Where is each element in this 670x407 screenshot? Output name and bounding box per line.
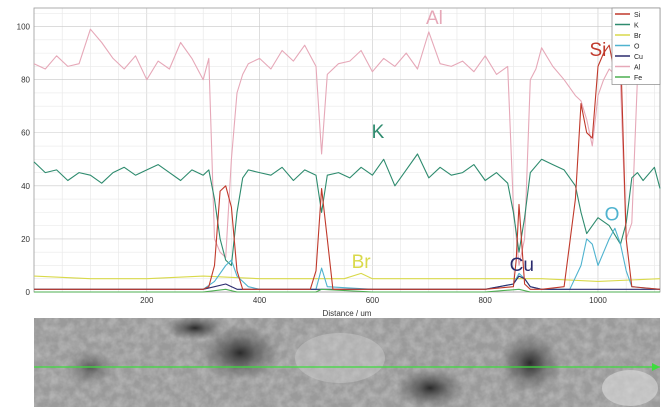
x-tick-label: 1000 [589, 296, 607, 305]
bright-region [295, 333, 385, 383]
legend-label-si: Si [634, 12, 641, 19]
y-tick-label: 100 [17, 23, 31, 32]
legend-label-al: Al [634, 65, 641, 72]
legend-label-k: K [634, 23, 639, 30]
y-tick-label: 60 [21, 129, 30, 138]
callout-k: K [372, 122, 385, 143]
series-line-si [34, 44, 661, 290]
legend: Si K Br O Cu Al Fe [611, 7, 661, 85]
legend-label-br: Br [634, 33, 642, 40]
plot-border [33, 7, 661, 293]
y-tick-label: 40 [21, 182, 30, 191]
y-tick-label: 20 [21, 235, 30, 244]
x-axis-label: Distance / um [323, 309, 372, 318]
scan-line-arrow [652, 363, 660, 371]
callout-o: O [605, 204, 620, 225]
legend-label-fe: Fe [634, 75, 642, 82]
dark-grain [65, 350, 115, 386]
series-line-br [33, 272, 661, 282]
y-tick-label: 0 [26, 288, 31, 297]
line-chart: 0 20 40 60 80 100 200 400 600 800 1000 Distance /… [16, 7, 661, 318]
legend-label-cu: Cu [634, 54, 643, 61]
series-line-al [33, 28, 661, 267]
y-axis-ticks: 0 20 40 60 80 100 [17, 23, 31, 297]
x-tick-label: 600 [366, 296, 380, 305]
callout-cu: Cu [510, 255, 534, 276]
series-line-fe [34, 288, 660, 293]
element-callouts: Al K Br Cu Si O [352, 8, 620, 276]
legend-label-o: O [634, 44, 640, 51]
x-tick-label: 400 [253, 296, 267, 305]
sem-micrograph [34, 318, 660, 407]
callout-si: Si [590, 40, 607, 61]
x-tick-label: 200 [140, 296, 154, 305]
y-tick-label: 80 [21, 76, 30, 85]
dark-grain [498, 333, 562, 393]
x-tick-label: 800 [478, 296, 492, 305]
series-lines [33, 28, 661, 293]
callout-al: Al [426, 8, 443, 29]
x-axis-ticks: 200 400 600 800 1000 [140, 296, 607, 305]
dark-grain [395, 368, 465, 407]
dark-grain [165, 318, 225, 340]
callout-br: Br [352, 252, 372, 273]
plot-area-frame [33, 7, 661, 293]
bright-region [602, 370, 658, 406]
series-line-k [33, 153, 661, 267]
